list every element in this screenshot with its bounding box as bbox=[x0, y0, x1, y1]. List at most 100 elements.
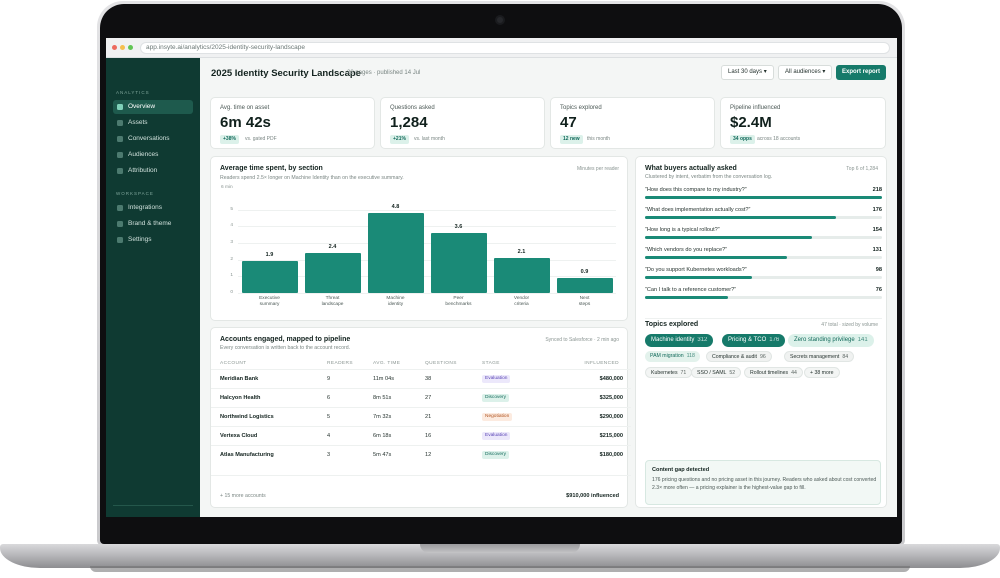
topic-chip[interactable]: PAM migration 118 bbox=[645, 351, 700, 362]
question-text: “How long is a typical rollout?” bbox=[645, 227, 720, 233]
sidebar-item-attribution[interactable]: Attribution bbox=[113, 164, 193, 178]
sidebar-item-label: Assets bbox=[128, 119, 148, 126]
sidebar-item-label: Conversations bbox=[128, 135, 170, 142]
main-content: 2025 Identity Security Landscape 28 page… bbox=[200, 58, 897, 517]
file-icon bbox=[117, 120, 123, 126]
grid-icon bbox=[117, 104, 123, 110]
sidebar-item-audiences[interactable]: Audiences bbox=[113, 148, 193, 162]
x-tick-label: Next steps bbox=[560, 296, 610, 308]
question-item[interactable]: “How long is a typical rollout?” 154 bbox=[645, 227, 882, 247]
x-tick-line: steps bbox=[578, 302, 591, 307]
sidebar-item-conversations[interactable]: Conversations bbox=[113, 132, 193, 146]
question-item[interactable]: “How does this compare to my industry?” 2… bbox=[645, 187, 882, 207]
topic-chip[interactable]: SSO / SAML 52 bbox=[691, 367, 742, 378]
table-row[interactable]: Halcyon Health 6 8m 51s 27 Discovery $325,000 bbox=[211, 388, 631, 407]
kpi-badge: 34 opps bbox=[730, 135, 755, 144]
cell-account: Northwind Logistics bbox=[220, 414, 274, 420]
camera-icon bbox=[495, 15, 505, 25]
topic-label: Compliance & audit bbox=[712, 354, 757, 360]
sidebar-item-label: Overview bbox=[128, 103, 156, 110]
sidebar-divider bbox=[113, 505, 193, 506]
cell-questions: 16 bbox=[425, 433, 432, 439]
cell-questions: 38 bbox=[425, 376, 432, 382]
total-influenced: $910,000 influenced bbox=[566, 493, 619, 499]
cell-time: 6m 18s bbox=[373, 433, 392, 439]
topic-chip[interactable]: Rollout timelines 44 bbox=[744, 367, 803, 378]
question-item[interactable]: “Can I talk to a reference customer?” 76 bbox=[645, 287, 882, 307]
cell-readers: 6 bbox=[327, 395, 331, 401]
sidebar-item-overview[interactable]: Overview bbox=[113, 100, 193, 114]
bar[interactable] bbox=[241, 261, 298, 293]
kpi-value: 6m 42s bbox=[220, 114, 271, 131]
topic-label: Secrets management bbox=[790, 354, 840, 360]
close-window-icon[interactable] bbox=[112, 45, 117, 50]
table-row[interactable]: Atlas Manufacturing 3 5m 47s 12 Discovery $18… bbox=[211, 445, 631, 464]
users-icon bbox=[117, 152, 123, 158]
question-item[interactable]: “What does implementation actually cost?… bbox=[645, 207, 882, 227]
sidebar-item-settings[interactable]: Settings bbox=[113, 233, 193, 247]
kpi-label: Avg. time on asset bbox=[220, 105, 270, 111]
stage-badge: Evaluation bbox=[482, 432, 511, 440]
cell-account: Meridian Bank bbox=[220, 376, 259, 382]
buyer-questions-card: What buyers actually asked Clustered by … bbox=[635, 156, 887, 508]
table-row[interactable]: Vertexa Cloud 4 6m 18s 16 Evaluation $215,000 bbox=[211, 426, 631, 445]
topic-chip[interactable]: Pricing & TCO 176 bbox=[722, 334, 786, 347]
export-report-button[interactable]: Export report bbox=[836, 65, 886, 80]
question-bar-track bbox=[645, 256, 882, 259]
address-bar[interactable]: app.insyte.ai/analytics/2025-identity-se… bbox=[140, 42, 890, 54]
question-text: “What does implementation actually cost?… bbox=[645, 207, 751, 213]
bar[interactable] bbox=[493, 258, 550, 293]
minimize-window-icon[interactable] bbox=[120, 45, 125, 50]
time-by-section-card: Average time spent, by section Readers s… bbox=[210, 156, 628, 321]
topic-chip[interactable]: Machine identity 312 bbox=[645, 334, 714, 347]
audience-dropdown[interactable]: All audiences ▾ bbox=[778, 65, 833, 80]
question-count: 176 bbox=[872, 207, 882, 213]
date-range-dropdown[interactable]: Last 30 days ▾ bbox=[721, 65, 774, 80]
page-title: 2025 Identity Security Landscape bbox=[211, 68, 361, 79]
table-row[interactable]: Meridian Bank 9 11m 04s 38 Evaluation $480,00… bbox=[211, 369, 631, 388]
question-bar-fill bbox=[645, 296, 728, 299]
topic-chip[interactable]: Secrets management 84 bbox=[784, 351, 855, 362]
accounts-title: Accounts engaged, mapped to pipeline bbox=[220, 336, 351, 343]
more-accounts-link[interactable]: + 15 more accounts bbox=[220, 493, 266, 499]
y-tick-label: 0 bbox=[230, 290, 233, 295]
sidebar-item-assets[interactable]: Assets bbox=[113, 116, 193, 130]
topic-chip[interactable]: + 38 more bbox=[804, 367, 840, 378]
bar[interactable] bbox=[304, 253, 361, 293]
topic-chip[interactable]: Kubernetes 71 bbox=[645, 367, 693, 378]
table-row[interactable]: Northwind Logistics 5 7m 32s 21 Negotiation $… bbox=[211, 407, 631, 426]
sidebar-section-analytics: ANALYTICS bbox=[116, 90, 150, 95]
topic-chip[interactable]: Zero standing privilege 141 bbox=[788, 334, 874, 347]
question-bar-fill bbox=[645, 216, 837, 219]
x-tick-line: summary bbox=[259, 302, 280, 307]
bar[interactable] bbox=[367, 213, 424, 293]
sidebar-item-integrations[interactable]: Integrations bbox=[113, 201, 193, 215]
question-item[interactable]: “Which vendors do you replace?” 131 bbox=[645, 247, 882, 267]
stage-badge: Negotiation bbox=[482, 413, 513, 421]
sync-status: Synced to Salesforce · 2 min ago bbox=[545, 337, 619, 343]
question-item[interactable]: “Do you support Kubernetes workloads?” 98 bbox=[645, 267, 882, 287]
sidebar-item-brand[interactable]: Brand & theme bbox=[113, 217, 193, 231]
column-header: AVG. TIME bbox=[373, 361, 401, 366]
cell-readers: 4 bbox=[327, 433, 331, 439]
kpi-note: this month bbox=[587, 136, 611, 142]
y-tick-label: 3 bbox=[230, 240, 233, 245]
sidebar-item-label: Audiences bbox=[128, 151, 159, 158]
bar[interactable] bbox=[556, 278, 613, 293]
gear-icon bbox=[117, 237, 123, 243]
questions-count: Top 6 of 1,284 bbox=[846, 166, 878, 172]
topic-count: 141 bbox=[857, 337, 868, 343]
chevron-down-icon: ▾ bbox=[763, 69, 767, 75]
topic-label: Rollout timelines bbox=[750, 370, 789, 376]
topic-chip[interactable]: Compliance & audit 96 bbox=[706, 351, 772, 362]
questions-subtitle: Clustered by intent, verbatim from the c… bbox=[645, 174, 773, 180]
topic-count: 176 bbox=[769, 337, 780, 343]
x-tick-label: Peer benchmarks bbox=[434, 296, 484, 308]
audience-label: All audiences bbox=[785, 69, 821, 75]
bar[interactable] bbox=[430, 233, 487, 293]
maximize-window-icon[interactable] bbox=[128, 45, 133, 50]
kpi-badge: 12 new bbox=[560, 135, 583, 144]
cell-time: 11m 04s bbox=[373, 376, 395, 382]
x-tick-label: Vendor criteria bbox=[497, 296, 547, 308]
cell-influenced: $180,000 bbox=[599, 452, 623, 458]
